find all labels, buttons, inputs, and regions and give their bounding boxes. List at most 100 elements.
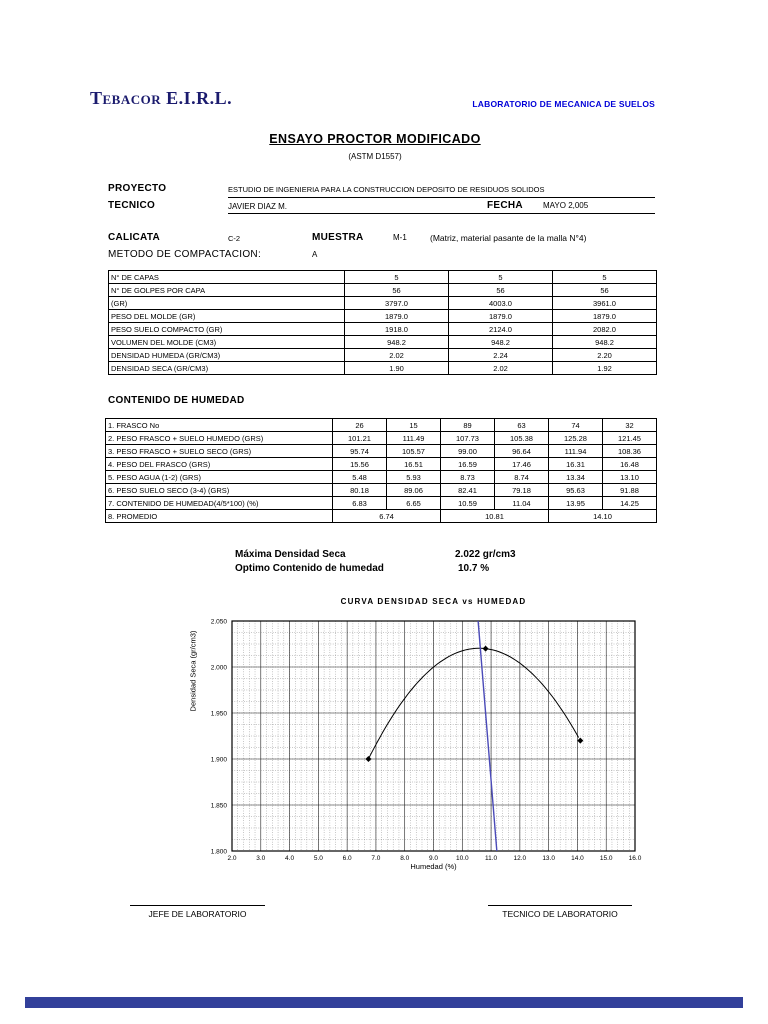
- x-tick-label: 7.0: [371, 855, 380, 862]
- cell-value: 56: [448, 283, 553, 297]
- y-tick-label: 1.800: [211, 849, 228, 856]
- table-row: 4. PESO DEL FRASCO (GRS) 15.56 16.51 16.59 1…: [105, 457, 657, 471]
- chart-y-axis-label: Densidad Seca (gr/cm3): [188, 630, 198, 712]
- cell-value: 56: [344, 283, 449, 297]
- cell-value: 108.36: [602, 444, 657, 458]
- row-label: 6. PESO SUELO SECO (3-4) (GRS): [105, 483, 333, 497]
- optimum-moisture-value: 10.7 %: [458, 563, 490, 574]
- table-row: N° DE CAPAS 5 5 5: [108, 270, 657, 284]
- max-density-label: Máxima Densidad Seca: [235, 549, 346, 560]
- muestra-note: (Matriz, material pasante de la malla N°…: [430, 233, 587, 243]
- company-logo-text: Tebacor E.I.R.L.: [90, 88, 233, 108]
- table-row: N° DE GOLPES POR CAPA 56 56 56: [108, 283, 657, 297]
- x-tick-label: 2.0: [227, 855, 236, 862]
- cell-value: 2.02: [448, 361, 553, 375]
- row-label: 3. PESO FRASCO + SUELO SECO (GRS): [105, 444, 333, 458]
- cell-value: 5: [344, 270, 449, 284]
- report-standard: (ASTM D1557): [348, 152, 402, 161]
- metodo-label: METODO DE COMPACTACION:: [108, 249, 262, 260]
- row-label: 2. PESO FRASCO + SUELO HUMEDO (GRS): [105, 431, 333, 445]
- table-row: 3. PESO FRASCO + SUELO SECO (GRS) 95.74 10…: [105, 444, 657, 458]
- cell-value: 2082.0: [552, 322, 657, 336]
- cell-value: 8.74: [494, 470, 549, 484]
- divider: [228, 197, 655, 198]
- data-point-marker: [482, 645, 489, 652]
- cell-value: 2.24: [448, 348, 553, 362]
- cell-value: 2124.0: [448, 322, 553, 336]
- divider: [228, 213, 655, 214]
- cell-value: 121.45: [602, 431, 657, 445]
- row-label: N° DE GOLPES POR CAPA: [108, 283, 345, 297]
- cell-value: 11.04: [494, 496, 549, 510]
- cell-value: 15.56: [332, 457, 387, 471]
- table-row: PESO DEL MOLDE (GR) 1879.0 1879.0 1879.0: [108, 309, 657, 323]
- cell-value: 10.59: [440, 496, 495, 510]
- cell-value: 80.18: [332, 483, 387, 497]
- tecnico-value: JAVIER DIAZ M.: [228, 202, 287, 211]
- cell-value: 948.2: [448, 335, 553, 349]
- lab-name: LABORATORIO DE MECANICA DE SUELOS: [472, 99, 655, 109]
- data-point-marker: [577, 737, 584, 744]
- cell-value: 16.51: [386, 457, 441, 471]
- bottom-accent-bar: [25, 997, 743, 1008]
- x-tick-label: 16.0: [629, 855, 642, 862]
- table-row: VOLUMEN DEL MOLDE (CM3) 948.2 948.2 948.2: [108, 335, 657, 349]
- cell-value: 101.21: [332, 431, 387, 445]
- row-label: N° DE CAPAS: [108, 270, 345, 284]
- cell-value: 56: [552, 283, 657, 297]
- x-tick-label: 8.0: [400, 855, 409, 862]
- table-row: PESO SUELO COMPACTO (GR) 1918.0 2124.0 2082…: [108, 322, 657, 336]
- cell-value: 2.02: [344, 348, 449, 362]
- cell-value: 16.59: [440, 457, 495, 471]
- cell-value: 948.2: [344, 335, 449, 349]
- data-point-marker: [365, 756, 372, 762]
- row-label: 4. PESO DEL FRASCO (GRS): [105, 457, 333, 471]
- x-tick-label: 4.0: [285, 855, 294, 862]
- report-title: ENSAYO PROCTOR MODIFICADO: [269, 132, 481, 146]
- cell-value: 1879.0: [344, 309, 449, 323]
- signature-lab-chief: JEFE DE LABORATORIO: [130, 905, 265, 919]
- cell-value: 95.74: [332, 444, 387, 458]
- density-moisture-chart: CURVA DENSIDAD SECA vs HUMEDAD Densidad …: [105, 588, 660, 888]
- cell-value: 111.94: [548, 444, 603, 458]
- cell-value: 5.93: [386, 470, 441, 484]
- x-tick-label: 9.0: [429, 855, 438, 862]
- row-label: 7. CONTENIDO DE HUMEDAD(4/5*100) (%): [105, 496, 333, 510]
- cell-value: 5.48: [332, 470, 387, 484]
- chart-x-axis-label: Humedad (%): [410, 862, 457, 871]
- optimum-moisture-label: Optimo Contenido de humedad: [235, 563, 384, 574]
- cell-value: 16.31: [548, 457, 603, 471]
- cell-value: 948.2: [552, 335, 657, 349]
- x-tick-label: 5.0: [314, 855, 323, 862]
- cell-value: 14.10: [548, 509, 657, 523]
- cell-value: 105.57: [386, 444, 441, 458]
- calicata-value: C-2: [228, 234, 241, 243]
- cell-value: 1918.0: [344, 322, 449, 336]
- table-row: 5. PESO AGUA (1-2) (GRS) 5.48 5.93 8.73 8.74…: [105, 470, 657, 484]
- cell-value: 8.73: [440, 470, 495, 484]
- row-label: (GR): [108, 296, 345, 310]
- row-label: DENSIDAD HUMEDA (GR/CM3): [108, 348, 345, 362]
- proyecto-label: PROYECTO: [108, 183, 167, 194]
- chart-plot: 2.0 3.0 4.0 5.0 6.0 7.0 8.0 9.0 10.0 11.0 12.0 13.0…: [211, 619, 642, 863]
- table-row: DENSIDAD HUMEDA (GR/CM3) 2.02 2.24 2.20: [108, 348, 657, 362]
- cell-value: 89: [440, 418, 495, 432]
- x-tick-label: 14.0: [571, 855, 584, 862]
- table-row: 6. PESO SUELO SECO (3-4) (GRS) 80.18 89.06…: [105, 483, 657, 497]
- cell-value: 4003.0: [448, 296, 553, 310]
- cell-value: 1879.0: [552, 309, 657, 323]
- metodo-value: A: [312, 250, 318, 259]
- muestra-label: MUESTRA: [312, 232, 364, 243]
- fecha-label: FECHA: [487, 200, 523, 211]
- cell-value: 32: [602, 418, 657, 432]
- cell-value: 82.41: [440, 483, 495, 497]
- muestra-value: M-1: [393, 233, 407, 242]
- y-tick-label: 1.950: [211, 711, 228, 718]
- cell-value: 74: [548, 418, 603, 432]
- cell-value: 96.64: [494, 444, 549, 458]
- cell-value: 13.95: [548, 496, 603, 510]
- moisture-table: 1. FRASCO No 26 15 89 63 74 32 2. PESO FRASCO +…: [105, 418, 657, 523]
- row-label: 1. FRASCO No: [105, 418, 333, 432]
- cell-value: 2.20: [552, 348, 657, 362]
- cell-value: 91.88: [602, 483, 657, 497]
